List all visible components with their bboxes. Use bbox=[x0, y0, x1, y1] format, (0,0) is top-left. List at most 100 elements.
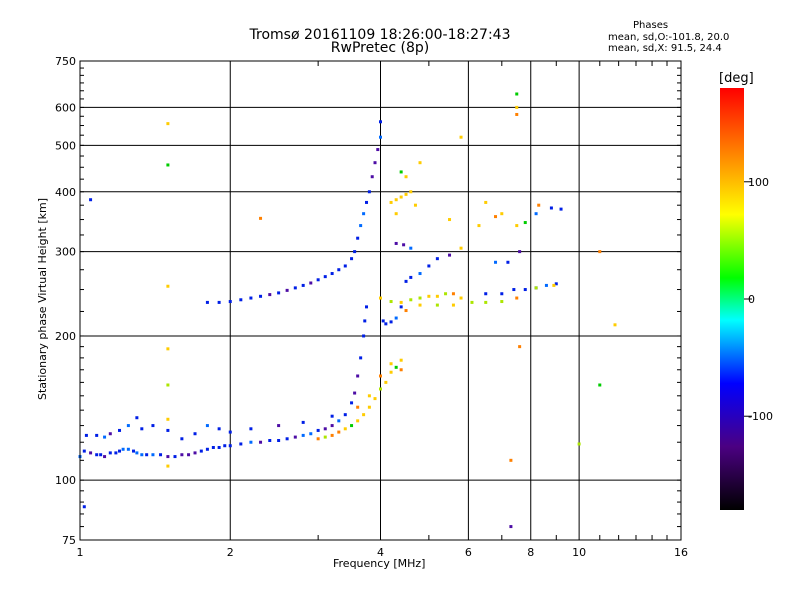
o-mode-point bbox=[399, 305, 403, 309]
o-mode-point bbox=[337, 268, 341, 272]
o-mode-point bbox=[394, 316, 398, 320]
o-mode-point bbox=[95, 453, 99, 457]
x-tick-label: 8 bbox=[527, 546, 534, 559]
o-mode-point bbox=[103, 435, 107, 439]
x-mode-point bbox=[356, 405, 360, 409]
o-mode-point bbox=[365, 305, 369, 309]
x-mode-point bbox=[389, 362, 393, 366]
o-mode-point bbox=[159, 453, 163, 457]
o-mode-point bbox=[205, 447, 209, 451]
x-mode-point bbox=[534, 286, 538, 290]
o-mode-point bbox=[394, 241, 398, 245]
o-mode-point bbox=[277, 424, 281, 428]
o-mode-point bbox=[126, 447, 130, 451]
x-mode-point bbox=[418, 303, 422, 307]
o-mode-point bbox=[193, 432, 197, 436]
x-tick-label: 1 bbox=[77, 546, 84, 559]
x-mode-point bbox=[598, 250, 602, 254]
chart-subtitle: RwPretec (8p) bbox=[330, 40, 430, 56]
o-mode-point bbox=[103, 455, 107, 459]
o-mode-point bbox=[356, 374, 360, 378]
y-tick-label: 75 bbox=[62, 534, 76, 547]
x-tick-label: 4 bbox=[377, 546, 384, 559]
o-mode-point bbox=[193, 451, 197, 455]
o-mode-point bbox=[343, 264, 347, 268]
o-mode-point bbox=[293, 286, 297, 290]
o-mode-point bbox=[509, 525, 513, 529]
x-mode-point bbox=[404, 192, 408, 196]
o-mode-point bbox=[228, 300, 232, 304]
chart-title: Tromsø 20161109 18:26:00-18:27:43 bbox=[249, 27, 511, 43]
o-mode-point bbox=[402, 243, 406, 247]
y-tick-label: 750 bbox=[55, 55, 76, 68]
o-mode-point bbox=[259, 294, 263, 298]
o-mode-point bbox=[359, 224, 363, 228]
o-mode-point bbox=[180, 453, 184, 457]
x-mode-point bbox=[399, 300, 403, 304]
o-mode-point bbox=[285, 288, 289, 292]
x-mode-point bbox=[515, 296, 519, 300]
x-axis-label: Frequency [MHz] bbox=[333, 557, 426, 570]
o-mode-point bbox=[418, 272, 422, 276]
phases-heading: Phases bbox=[633, 20, 669, 31]
o-mode-point bbox=[353, 250, 357, 254]
o-mode-point bbox=[554, 282, 558, 286]
y-tick-label: 500 bbox=[55, 139, 76, 152]
o-mode-point bbox=[99, 453, 103, 457]
o-mode-point bbox=[187, 453, 191, 457]
x-mode-point bbox=[394, 212, 398, 216]
o-mode-point bbox=[145, 453, 149, 457]
x-mode-point bbox=[379, 374, 382, 378]
o-mode-point bbox=[217, 300, 221, 304]
o-mode-point bbox=[199, 449, 203, 453]
x-mode-point bbox=[409, 298, 413, 302]
o-mode-point bbox=[205, 300, 209, 304]
phases-o-stats: mean, sd,O:-101.8, 20.0 bbox=[608, 32, 730, 43]
o-mode-point bbox=[140, 427, 144, 431]
x-mode-point bbox=[515, 105, 519, 109]
y-tick-label: 400 bbox=[55, 186, 76, 199]
o-mode-point bbox=[330, 272, 334, 276]
x-mode-point bbox=[418, 296, 422, 300]
o-mode-point bbox=[140, 453, 144, 457]
x-mode-point bbox=[166, 464, 170, 468]
x-mode-point bbox=[444, 292, 448, 296]
o-mode-point bbox=[316, 428, 320, 432]
o-mode-point bbox=[277, 439, 281, 443]
x-mode-point bbox=[537, 203, 541, 207]
o-mode-point bbox=[409, 246, 413, 250]
o-mode-point bbox=[367, 190, 371, 194]
x-mode-point bbox=[367, 394, 371, 398]
x-mode-point bbox=[384, 380, 388, 384]
o-mode-point bbox=[84, 433, 88, 437]
x-mode-point bbox=[362, 413, 366, 417]
o-mode-point bbox=[309, 281, 313, 285]
o-mode-point bbox=[362, 212, 366, 216]
o-mode-point bbox=[173, 455, 177, 459]
x-mode-point bbox=[394, 198, 398, 202]
x-mode-point bbox=[389, 370, 393, 374]
x-mode-point bbox=[459, 246, 463, 250]
o-mode-point bbox=[559, 207, 563, 211]
colorbar-tick-label: 100 bbox=[748, 176, 769, 189]
o-mode-point bbox=[114, 451, 118, 455]
x-mode-point bbox=[427, 294, 431, 298]
o-mode-point bbox=[268, 439, 272, 443]
o-mode-point bbox=[211, 445, 215, 449]
o-mode-point bbox=[249, 427, 253, 431]
o-mode-point bbox=[506, 260, 510, 264]
o-mode-point bbox=[534, 212, 538, 216]
o-mode-point bbox=[500, 292, 504, 296]
x-mode-point bbox=[379, 387, 382, 391]
x-mode-point bbox=[515, 112, 519, 116]
o-mode-point bbox=[135, 451, 139, 455]
o-mode-point bbox=[217, 445, 221, 449]
plot-frame bbox=[79, 60, 682, 541]
o-mode-point bbox=[381, 319, 385, 323]
x-mode-point bbox=[484, 300, 488, 304]
o-mode-point bbox=[249, 296, 253, 300]
x-mode-point bbox=[470, 300, 474, 304]
x-mode-point bbox=[515, 224, 519, 228]
y-tick-label: 300 bbox=[55, 246, 76, 259]
x-mode-point bbox=[435, 294, 439, 298]
